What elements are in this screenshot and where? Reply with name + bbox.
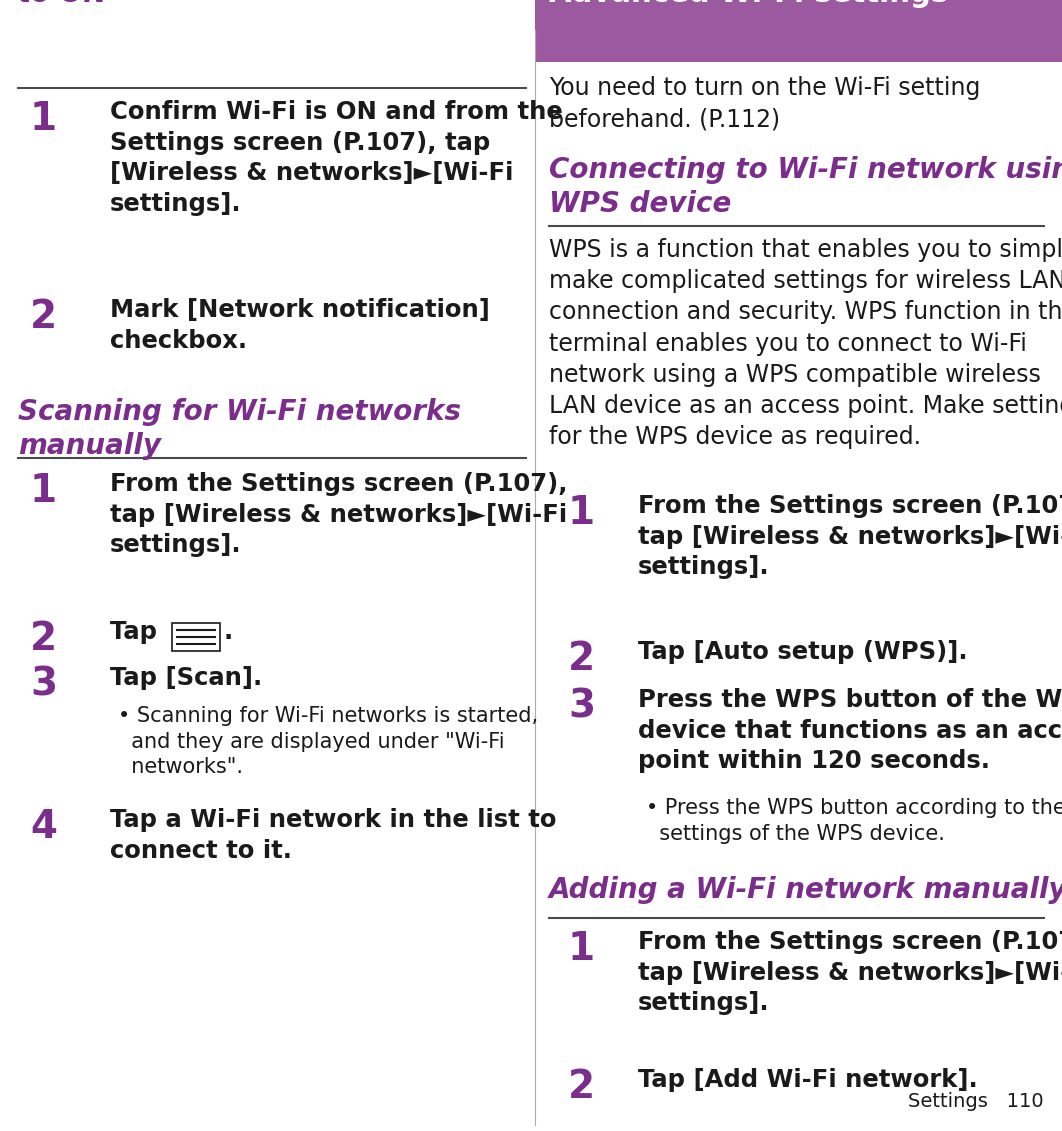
Text: Advanced Wi-Fi settings: Advanced Wi-Fi settings (549, 0, 948, 8)
Text: 2: 2 (568, 1068, 595, 1106)
Text: Tap [Add Wi-Fi network].: Tap [Add Wi-Fi network]. (638, 1068, 978, 1093)
Text: 1: 1 (568, 930, 595, 968)
Text: 1: 1 (30, 100, 57, 138)
Text: Press the WPS button of the WPS
device that functions as an access
point within : Press the WPS button of the WPS device t… (638, 688, 1062, 774)
Text: Mark [Network notification]
checkbox.: Mark [Network notification] checkbox. (110, 297, 490, 353)
Text: 3: 3 (30, 666, 57, 703)
Text: Tap [Auto setup (WPS)].: Tap [Auto setup (WPS)]. (638, 640, 967, 664)
Text: Tap a Wi-Fi network in the list to
connect to it.: Tap a Wi-Fi network in the list to conne… (110, 808, 556, 863)
Text: Confirm Wi-Fi is ON and from the
Settings screen (P.107), tap
[Wireless & networ: Confirm Wi-Fi is ON and from the Setting… (110, 100, 563, 216)
Text: Scanning for Wi-Fi networks
manually: Scanning for Wi-Fi networks manually (18, 398, 461, 459)
Text: 3: 3 (568, 688, 595, 726)
Text: From the Settings screen (P.107),
tap [Wireless & networks]►[Wi-Fi
settings].: From the Settings screen (P.107), tap [W… (638, 930, 1062, 1016)
Text: Tap [Scan].: Tap [Scan]. (110, 666, 262, 690)
Text: 1: 1 (30, 472, 57, 510)
Text: Settings   110: Settings 110 (908, 1093, 1044, 1111)
FancyBboxPatch shape (535, 0, 1062, 62)
Text: From the Settings screen (P.107),
tap [Wireless & networks]►[Wi-Fi
settings].: From the Settings screen (P.107), tap [W… (638, 494, 1062, 579)
Text: Setting the Wi-Fi network notification
to ON: Setting the Wi-Fi network notification t… (18, 0, 612, 8)
Text: 2: 2 (30, 297, 57, 336)
Text: 4: 4 (30, 808, 57, 846)
Text: From the Settings screen (P.107),
tap [Wireless & networks]►[Wi-Fi
settings].: From the Settings screen (P.107), tap [W… (110, 472, 567, 558)
Text: You need to turn on the Wi-Fi setting
beforehand. (P.112): You need to turn on the Wi-Fi setting be… (549, 76, 980, 131)
Text: • Press the WPS button according to the
  settings of the WPS device.: • Press the WPS button according to the … (646, 798, 1062, 844)
Text: 1: 1 (568, 494, 595, 532)
Text: • Scanning for Wi-Fi networks is started,
  and they are displayed under "Wi-Fi
: • Scanning for Wi-Fi networks is started… (118, 706, 538, 777)
Text: Adding a Wi-Fi network manually: Adding a Wi-Fi network manually (549, 877, 1062, 904)
Text: 2: 2 (568, 640, 595, 677)
Text: Connecting to Wi-Fi network using a
WPS device: Connecting to Wi-Fi network using a WPS … (549, 156, 1062, 217)
Text: WPS is a function that enables you to simply
make complicated settings for wirel: WPS is a function that enables you to si… (549, 238, 1062, 449)
Text: 2: 2 (30, 620, 57, 658)
Text: .: . (224, 620, 234, 644)
Text: Tap: Tap (110, 620, 166, 644)
FancyBboxPatch shape (172, 623, 220, 651)
